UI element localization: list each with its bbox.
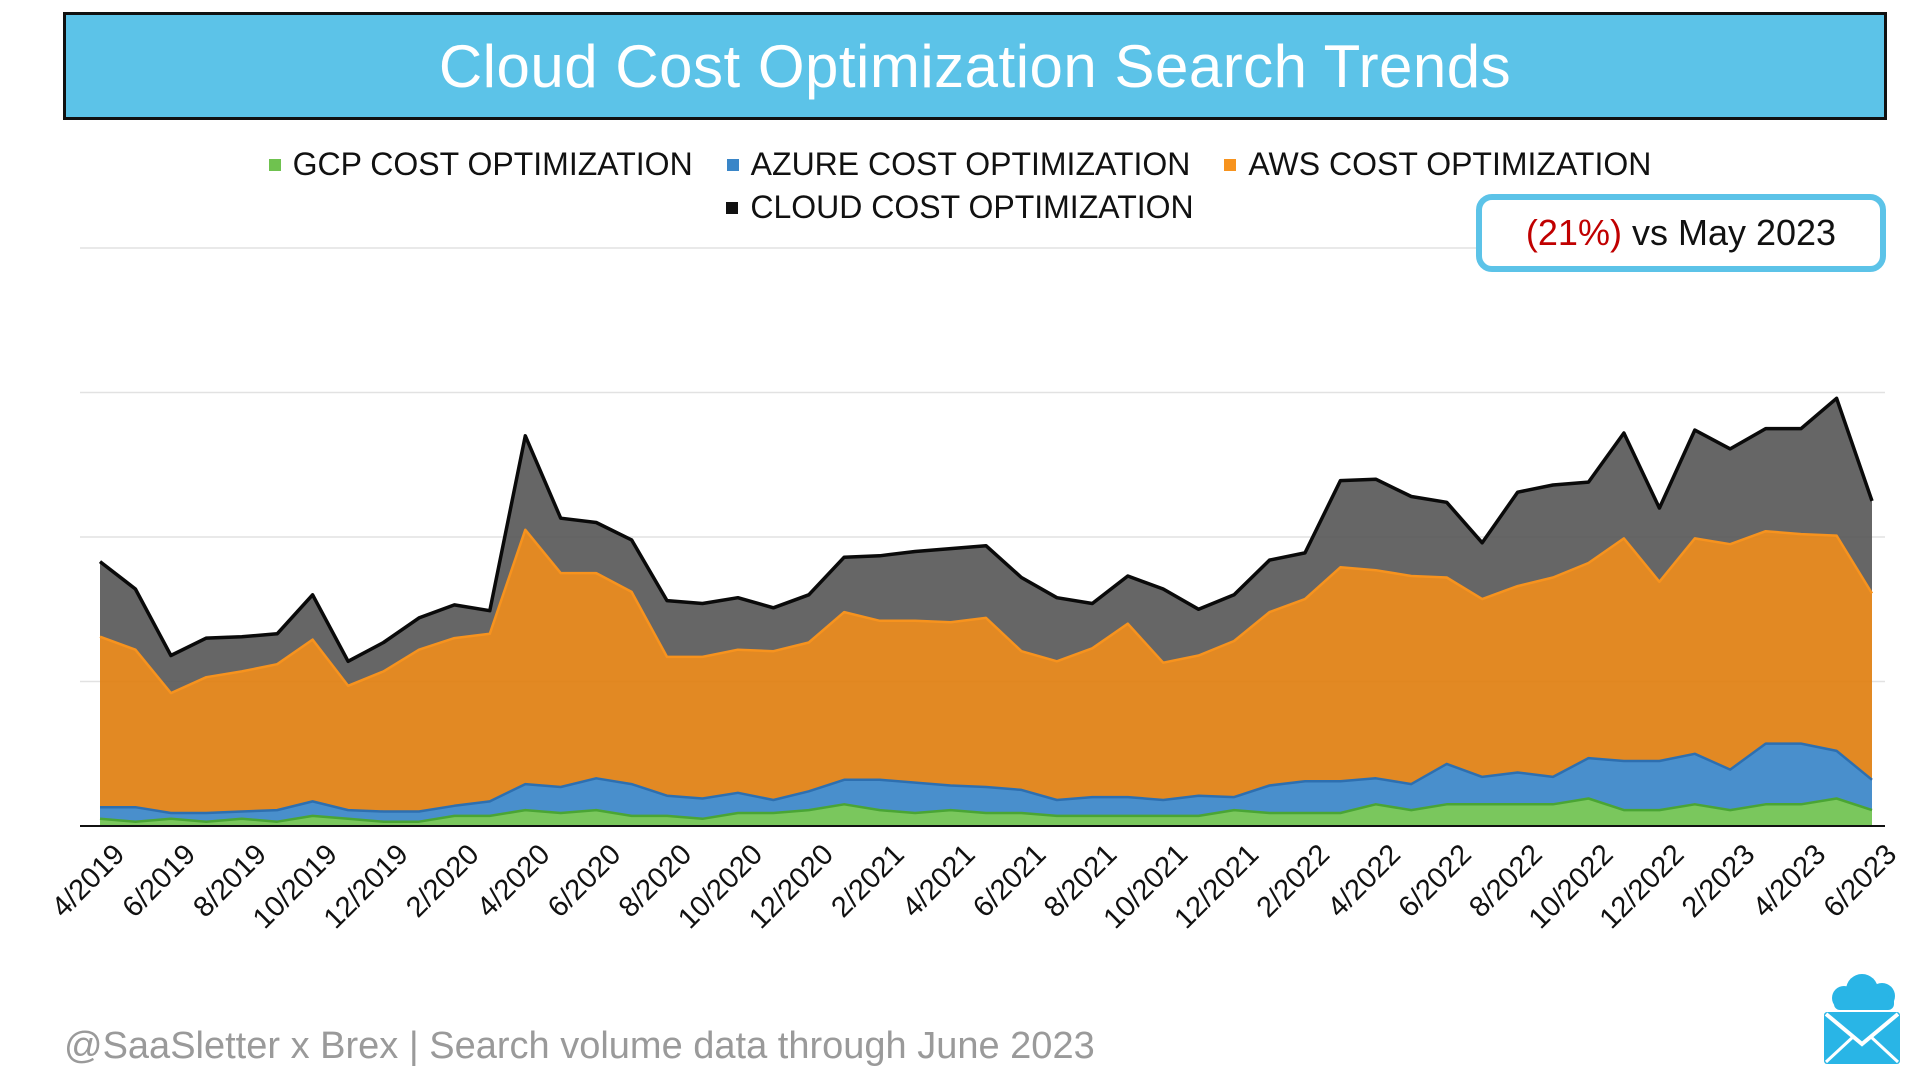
legend-item-gcp: GCP COST OPTIMIZATION bbox=[268, 146, 693, 183]
x-tick-label: 4/2022 bbox=[1322, 838, 1407, 923]
chart-title: Cloud Cost Optimization Search Trends bbox=[438, 32, 1512, 100]
x-tick-label: 2/2022 bbox=[1251, 838, 1336, 923]
legend-swatch-aws bbox=[1224, 158, 1237, 171]
line-cloud bbox=[98, 396, 1874, 664]
legend-label-cloud: CLOUD COST OPTIMIZATION bbox=[750, 189, 1194, 225]
legend-item-aws: AWS COST OPTIMIZATION bbox=[1224, 146, 1651, 183]
area-series-group bbox=[100, 398, 1872, 826]
x-tick-label: 4/2019 bbox=[46, 838, 131, 923]
line-aws bbox=[99, 528, 1874, 695]
x-tick-label: 2/2023 bbox=[1676, 838, 1761, 923]
x-tick-label: 6/2021 bbox=[967, 838, 1052, 923]
area-azure bbox=[100, 743, 1872, 822]
x-tick-label: 4/2023 bbox=[1747, 838, 1832, 923]
x-tick-label: 2/2021 bbox=[825, 838, 910, 923]
source-footer: @SaaSletter x Brex | Search volume data … bbox=[64, 1025, 1095, 1067]
x-axis-ticks: 4/20196/20198/201910/201912/20192/20204/… bbox=[46, 838, 1903, 935]
x-tick-label: 4/2020 bbox=[471, 838, 556, 923]
legend-swatch-azure bbox=[726, 158, 739, 171]
legend: GCP COST OPTIMIZATION AZURE COST OPTIMIZ… bbox=[0, 146, 1920, 226]
area-aws bbox=[100, 529, 1872, 813]
x-tick-label: 6/2019 bbox=[117, 838, 202, 923]
callout-change-value: (21%) bbox=[1525, 212, 1622, 253]
title-banner: Cloud Cost Optimization Search Trends bbox=[63, 12, 1887, 120]
x-tick-label: 6/2023 bbox=[1818, 838, 1903, 923]
series-outline-group bbox=[98, 396, 1874, 823]
x-tick-label: 6/2020 bbox=[542, 838, 627, 923]
legend-item-azure: AZURE COST OPTIMIZATION bbox=[726, 146, 1191, 183]
x-tick-label: 6/2022 bbox=[1392, 838, 1477, 923]
line-azure bbox=[100, 742, 1873, 815]
change-callout: (21%) vs May 2023 bbox=[1476, 194, 1886, 272]
legend-swatch-cloud bbox=[726, 201, 739, 214]
legend-item-cloud: CLOUD COST OPTIMIZATION bbox=[726, 189, 1194, 226]
legend-swatch-gcp bbox=[268, 158, 281, 171]
area-gcp bbox=[100, 798, 1872, 826]
legend-label-azure: AZURE COST OPTIMIZATION bbox=[750, 146, 1191, 182]
x-tick-label: 4/2021 bbox=[896, 838, 981, 923]
line-gcp bbox=[99, 797, 1873, 823]
callout-comparison-text: vs May 2023 bbox=[1631, 212, 1837, 253]
legend-label-aws: AWS COST OPTIMIZATION bbox=[1248, 146, 1652, 182]
cloud-envelope-icon bbox=[1824, 974, 1900, 1064]
legend-label-gcp: GCP COST OPTIMIZATION bbox=[292, 146, 693, 182]
x-tick-label: 2/2020 bbox=[400, 838, 485, 923]
